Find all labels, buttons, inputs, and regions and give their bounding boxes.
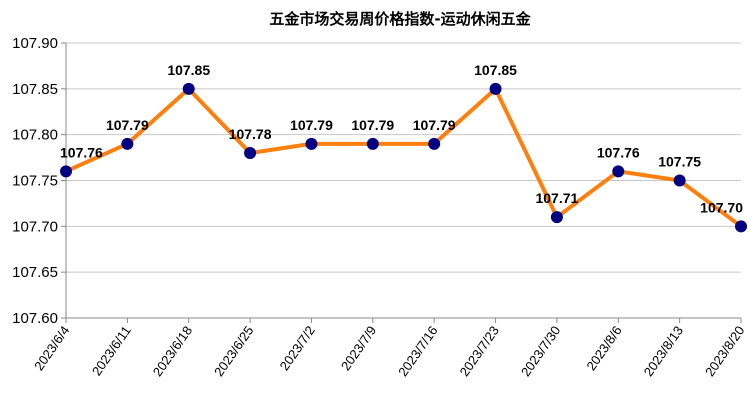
y-tick-label: 107.85 (12, 81, 58, 98)
x-tick-label: 2023/6/4 (31, 323, 72, 373)
data-label: 107.75 (658, 154, 701, 170)
series-line (65, 86, 743, 228)
data-point (428, 137, 441, 150)
data-point (489, 82, 502, 95)
x-tick-label: 2023/7/16 (395, 323, 440, 379)
data-point (60, 165, 72, 178)
data-label: 107.76 (597, 144, 640, 160)
data-label: 107.79 (106, 117, 149, 133)
axes (61, 42, 742, 323)
data-label: 107.78 (229, 126, 272, 142)
y-axis-tick-labels: 107.60 107.65 107.70 107.75 107.80 107.85 107.… (12, 35, 58, 327)
y-tick-label: 107.75 (12, 173, 58, 190)
data-point (612, 165, 625, 178)
data-label: 107.79 (351, 117, 394, 133)
data-label: 107.76 (60, 144, 103, 160)
data-label: 107.70 (700, 199, 743, 215)
data-point (244, 147, 257, 159)
x-tick-label: 2023/6/11 (89, 323, 134, 378)
y-tick-label: 107.65 (12, 264, 58, 281)
data-point (121, 137, 134, 150)
gridlines (66, 42, 741, 273)
data-point (735, 220, 747, 233)
data-point (366, 137, 379, 150)
x-tick-label: 2023/8/6 (583, 323, 624, 373)
data-label: 107.79 (290, 117, 333, 133)
data-point (305, 137, 318, 150)
data-points (60, 82, 747, 233)
x-tick-label: 2023/7/30 (518, 323, 563, 379)
y-tick-label: 107.80 (12, 127, 58, 144)
x-tick-label: 2023/7/9 (338, 323, 379, 373)
x-tick-label: 2023/8/20 (702, 323, 747, 379)
data-label: 107.71 (535, 190, 578, 206)
x-axis-tick-labels: 2023/6/4 2023/6/11 2023/6/18 2023/6/25 2023/… (31, 323, 747, 379)
data-label: 107.79 (413, 117, 456, 133)
x-tick-label: 2023/8/13 (641, 323, 686, 379)
data-point (673, 174, 686, 187)
x-tick-label: 2023/7/2 (277, 323, 318, 373)
y-tick-label: 107.60 (12, 310, 58, 327)
data-point (550, 211, 563, 224)
data-point (182, 82, 195, 95)
chart-title: 五金市场交易周价格指数-运动休闲五金 (269, 10, 531, 28)
x-tick-label: 2023/6/18 (150, 323, 195, 379)
y-tick-label: 107.70 (12, 218, 58, 235)
data-label: 107.85 (474, 62, 517, 78)
y-tick-label: 107.90 (12, 35, 58, 52)
data-label: 107.85 (167, 62, 210, 78)
x-tick-label: 2023/6/25 (211, 323, 256, 379)
x-tick-label: 2023/7/23 (457, 323, 502, 379)
